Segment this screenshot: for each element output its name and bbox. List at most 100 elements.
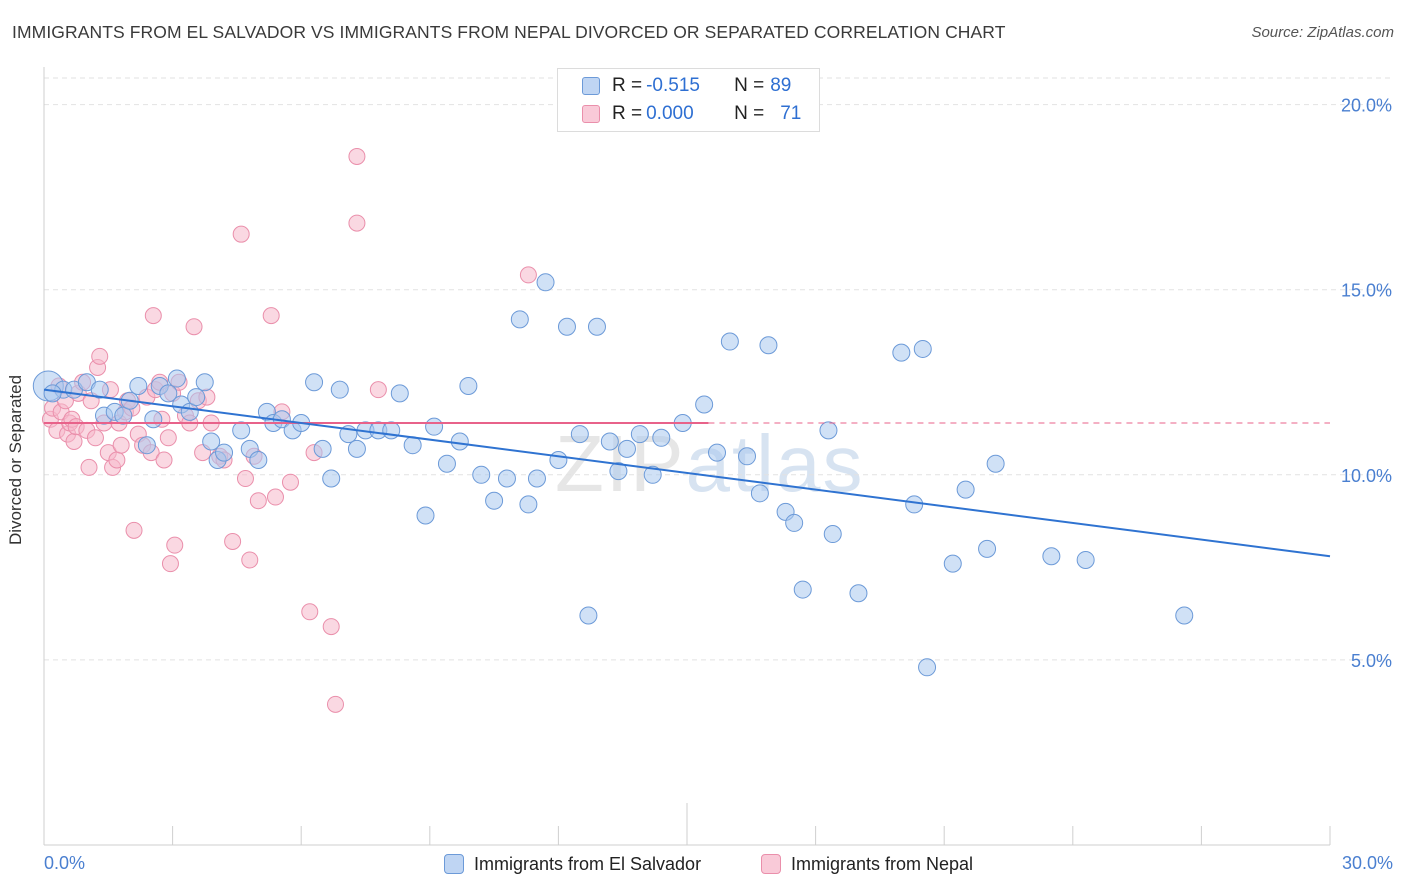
el-salvador-point [215,443,234,462]
el-salvador-point [759,336,778,355]
el-salvador-point [485,491,504,510]
el-salvador-point [390,384,409,403]
el-salvador-point [918,658,937,677]
el-salvador-point [472,465,491,484]
stats-row-nepal: R = 0.000 N = 71 [582,100,801,128]
el-salvador-point [167,369,186,388]
nepal-point [224,532,242,550]
nepal-legend-swatch [761,854,781,874]
nepal-swatch [582,105,600,123]
el-salvador-trend-line [43,388,1331,558]
el-salvador-point [738,447,757,466]
grid-lines [44,77,1392,661]
el-salvador-point [579,606,598,625]
el-salvador-point [695,395,714,414]
r-label: R = [612,75,643,96]
n-value: 71 [780,103,802,124]
x-tick-label: 30.0% [1342,853,1393,873]
el-salvador-point [536,273,555,292]
el-salvador-point [643,465,662,484]
nepal-point [281,473,299,491]
legend-item-el-salvador: Immigrants from El Salvador [444,851,701,877]
n-label: N = [734,75,765,96]
nepal-point [86,429,104,447]
el-salvador-swatch [582,77,600,95]
tick-labels: 5.0% 10.0% 15.0% 20.0% 0.0% 30.0% [44,96,1393,873]
el-salvador-point [187,388,206,407]
el-salvador-point [459,376,478,395]
el-salvador-point [557,317,576,336]
el-salvador-point [587,317,606,336]
el-salvador-point [232,421,251,440]
nepal-point [161,555,179,573]
el-salvador-point [570,425,589,444]
el-salvador-point [129,376,148,395]
legend-item-nepal: Immigrants from Nepal [761,851,973,877]
nepal-point [348,214,366,232]
el-salvador-point [1042,547,1061,566]
el-salvador-point [905,495,924,514]
el-salvador-point [519,495,538,514]
nepal-point [80,458,98,476]
y-tick-label: 5.0% [1351,651,1392,671]
nepal-point [348,147,366,165]
el-salvador-point [195,373,214,392]
nepal-point [91,347,109,365]
el-salvador-point [986,454,1005,473]
el-salvador-point [114,406,133,425]
nepal-point [266,488,284,506]
el-salvador-point [403,436,422,455]
el-salvador-point [785,513,804,532]
n-value: 89 [770,75,792,96]
y-tick-label: 15.0% [1341,281,1392,301]
el-salvador-point [823,525,842,544]
el-salvador-point [202,432,221,451]
el-salvador-point [43,384,62,403]
nepal-point [108,451,126,469]
nepal-point [241,551,259,569]
nepal-point [369,381,387,399]
nepal-point [65,432,83,450]
stats-box: R = -0.515 N = 89 R = 0.000 N = 71 [557,68,820,132]
n-label: N = [734,103,765,124]
el-salvador-point [497,469,516,488]
el-salvador-point [425,417,444,436]
el-salvador-point [708,443,727,462]
el-salvador-point [849,584,868,603]
el-salvador-point [549,451,568,469]
y-axis-label: Divorced or Separated [6,374,25,546]
el-salvador-point [330,380,349,399]
nepal-point [236,470,254,488]
el-salvador-point [1076,550,1095,569]
el-salvador-point [943,554,962,573]
el-salvador-point [527,469,546,488]
stats-row-el-salvador: R = -0.515 N = 89 [582,72,791,100]
nepal-point [125,521,143,539]
el-salvador-point [956,480,975,499]
nepal-point [262,307,280,325]
nepal-point [326,695,344,713]
el-salvador-legend-swatch [444,854,464,874]
nepal-point [159,429,177,447]
el-salvador-point [720,332,739,351]
r-label: R = [612,103,643,124]
legend-label: Immigrants from Nepal [791,853,974,874]
r-value: -0.515 [646,75,700,96]
nepal-point [112,436,130,454]
el-salvador-point [652,428,671,447]
el-salvador-point [913,339,932,358]
el-salvador-point [510,310,529,329]
el-salvador-point [600,432,619,451]
y-tick-label: 10.0% [1341,466,1392,486]
el-salvador-point [416,506,435,525]
x-tick-label: 0.0% [44,853,85,873]
el-salvador-point [819,421,838,440]
el-salvador-point [249,451,268,469]
el-salvador-point [437,454,456,473]
el-salvador-point [159,384,178,403]
el-salvador-point [313,439,332,458]
el-salvador-point [617,439,636,458]
nepal-point [166,536,184,554]
el-salvador-point [450,432,469,451]
